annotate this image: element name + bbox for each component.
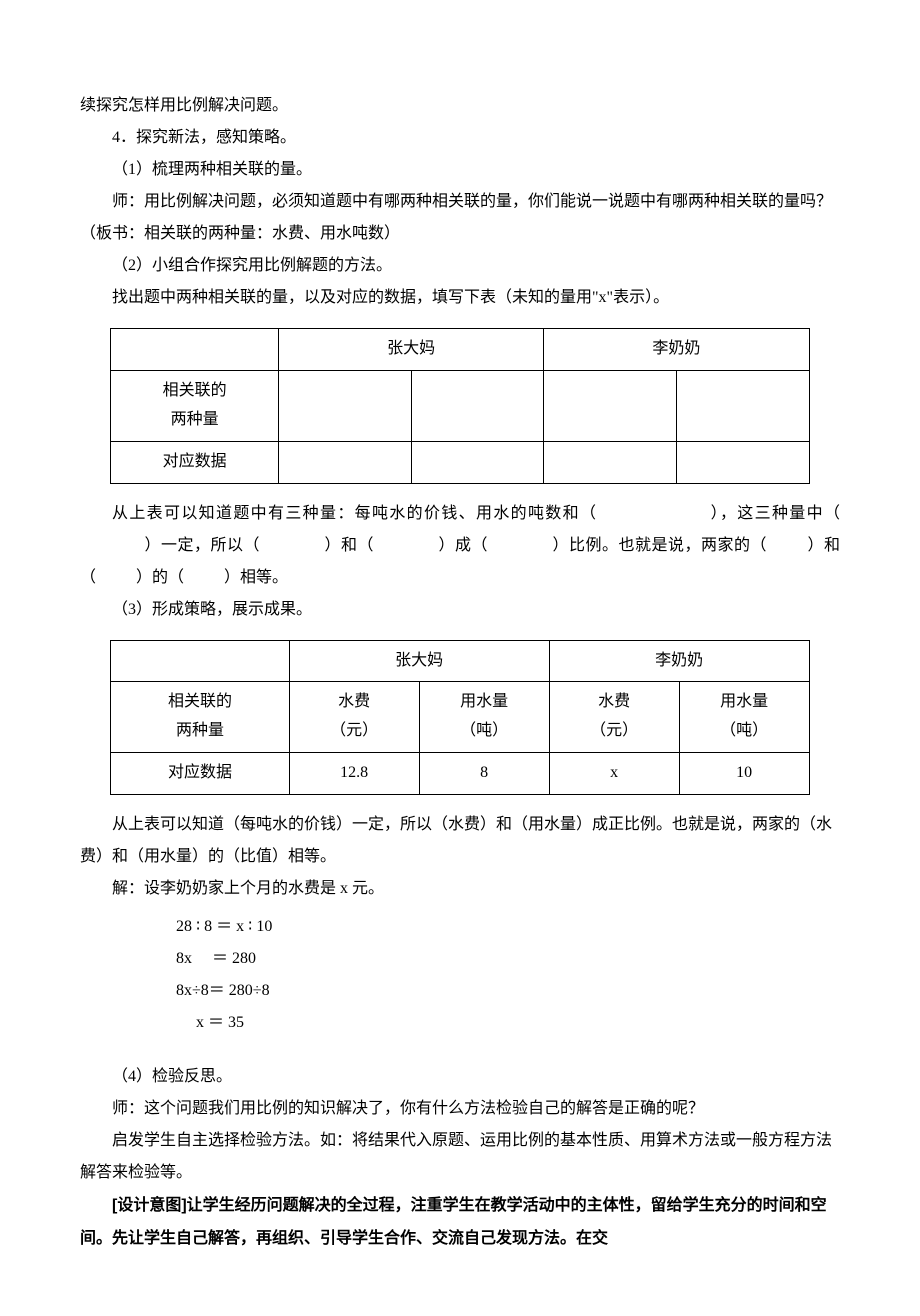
table-row: 张大妈 李奶奶 (111, 640, 809, 682)
teacher-speech-1: 师：用比例解决问题，必须知道题中有哪两种相关联的量，你们能说一说题中有哪两种相关… (80, 186, 840, 250)
subsection-1: （1）梳理两种相关联的量。 (80, 154, 840, 186)
equation-line: 8x ＝ 280 (176, 943, 840, 975)
header-li-2: 李奶奶 (549, 640, 809, 682)
data-cell: 8 (419, 752, 549, 794)
header-li: 李奶奶 (544, 329, 809, 371)
table-row: 相关联的 两种量 水费 （元） 用水量 （吨） 水费 （元） 用水量 （吨） (111, 682, 809, 753)
section-4-title: 4．探究新法，感知策略。 (80, 122, 840, 154)
data-cell: 10 (679, 752, 809, 794)
equation-block: 28 ∶ 8 ＝ x ∶ 10 8x ＝ 280 8x÷8＝ 280÷8 x ＝… (176, 911, 840, 1039)
equation-line: 28 ∶ 8 ＝ x ∶ 10 (176, 911, 840, 943)
cell-water-fee-zhang: 水费 （元） (289, 682, 419, 753)
cell-water-use-li: 用水量 （吨） (679, 682, 809, 753)
table-row: 对应数据 (111, 441, 809, 483)
teacher-speech-2: 师：这个问题我们用比例的知识解决了，你有什么方法检验自己的解答是正确的呢？ (80, 1093, 840, 1125)
cell-water-fee-li: 水费 （元） (549, 682, 679, 753)
inspiration-paragraph: 启发学生自主选择检验方法。如：将结果代入原题、运用比例的基本性质、用算术方法或一… (80, 1125, 840, 1189)
subsection-4: （4）检验反思。 (80, 1061, 840, 1093)
fill-in-blank-paragraph: 从上表可以知道题中有三种量：每吨水的价钱、用水的吨数和（），这三种量中（）一定，… (80, 498, 840, 594)
equation-line: x ＝ 35 (176, 1007, 840, 1039)
table-row: 相关联的 两种量 (111, 371, 809, 442)
paragraph-continuation: 续探究怎样用比例解决问题。 (80, 90, 840, 122)
conclusion-paragraph: 从上表可以知道（每吨水的价钱）一定，所以（水费）和（用水量）成正比例。也就是说，… (80, 809, 840, 873)
header-zhang-2: 张大妈 (289, 640, 549, 682)
header-zhang: 张大妈 (278, 329, 543, 371)
data-cell: 12.8 (289, 752, 419, 794)
design-intent: [设计意图]让学生经历问题解决的全过程，注重学生在教学活动中的主体性，留给学生充… (80, 1189, 840, 1256)
instruction-1: 找出题中两种相关联的量，以及对应的数据，填写下表（未知的量用"x"表示）。 (80, 282, 840, 314)
equation-line: 8x÷8＝ 280÷8 (176, 975, 840, 1007)
row-label-1b: 相关联的 两种量 (111, 682, 289, 753)
solution-setup: 解：设李奶奶家上个月的水费是 x 元。 (80, 873, 840, 905)
subsection-3: （3）形成策略，展示成果。 (80, 594, 840, 626)
cell-water-use-zhang: 用水量 （吨） (419, 682, 549, 753)
table-row: 张大妈 李奶奶 (111, 329, 809, 371)
data-cell: x (549, 752, 679, 794)
table-row: 对应数据 12.8 8 x 10 (111, 752, 809, 794)
row-label-2: 对应数据 (111, 441, 279, 483)
row-label-2b: 对应数据 (111, 752, 289, 794)
row-label-1: 相关联的 两种量 (111, 371, 279, 442)
blank-table: 张大妈 李奶奶 相关联的 两种量 对应数据 (110, 328, 809, 484)
filled-table: 张大妈 李奶奶 相关联的 两种量 水费 （元） 用水量 （吨） 水费 （元） 用… (110, 640, 809, 795)
subsection-2: （2）小组合作探究用比例解题的方法。 (80, 250, 840, 282)
